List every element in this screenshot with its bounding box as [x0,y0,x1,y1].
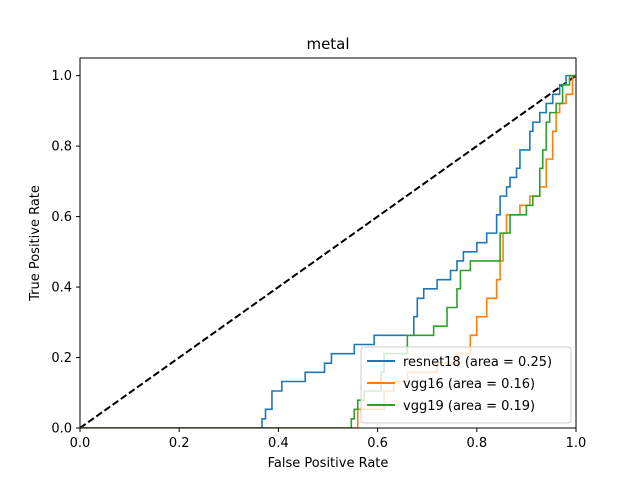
x-tick-label: 1.0 [566,436,587,451]
x-tick-label: 0.8 [466,436,487,451]
y-tick-label: 0.4 [51,281,72,296]
y-tick-label: 0.2 [51,351,72,366]
x-tick-label: 0.6 [367,436,388,451]
y-tick-label: 0.6 [51,210,72,225]
legend: resnet18 (area = 0.25) vgg16 (area = 0.16… [360,346,572,424]
series-line-resnet18 [80,74,576,428]
legend-box [360,346,572,424]
plot-frame [79,57,577,429]
y-tick-label: 0.8 [51,140,72,155]
x-tick-label: 0.4 [268,436,289,451]
x-axis: 0.0 0.2 0.4 0.6 0.8 1.0 [70,428,587,451]
x-axis-label: False Positive Rate [268,456,389,471]
y-tick-label: 1.0 [51,69,72,84]
y-tick-label: 0.0 [51,422,72,437]
chance-diagonal-line [79,74,577,429]
x-tick-label: 0.2 [169,436,190,451]
legend-entry: vgg19 (area = 0.19) [403,399,535,414]
y-axis-label: True Positive Rate [28,185,43,302]
chart-title: metal [306,35,349,53]
legend-entry: resnet18 (area = 0.25) [403,355,552,370]
x-tick-label: 0.0 [70,436,91,451]
legend-entry: vgg16 (area = 0.16) [403,377,535,392]
y-axis: 0.0 0.2 0.4 0.6 0.8 1.0 [51,69,80,437]
